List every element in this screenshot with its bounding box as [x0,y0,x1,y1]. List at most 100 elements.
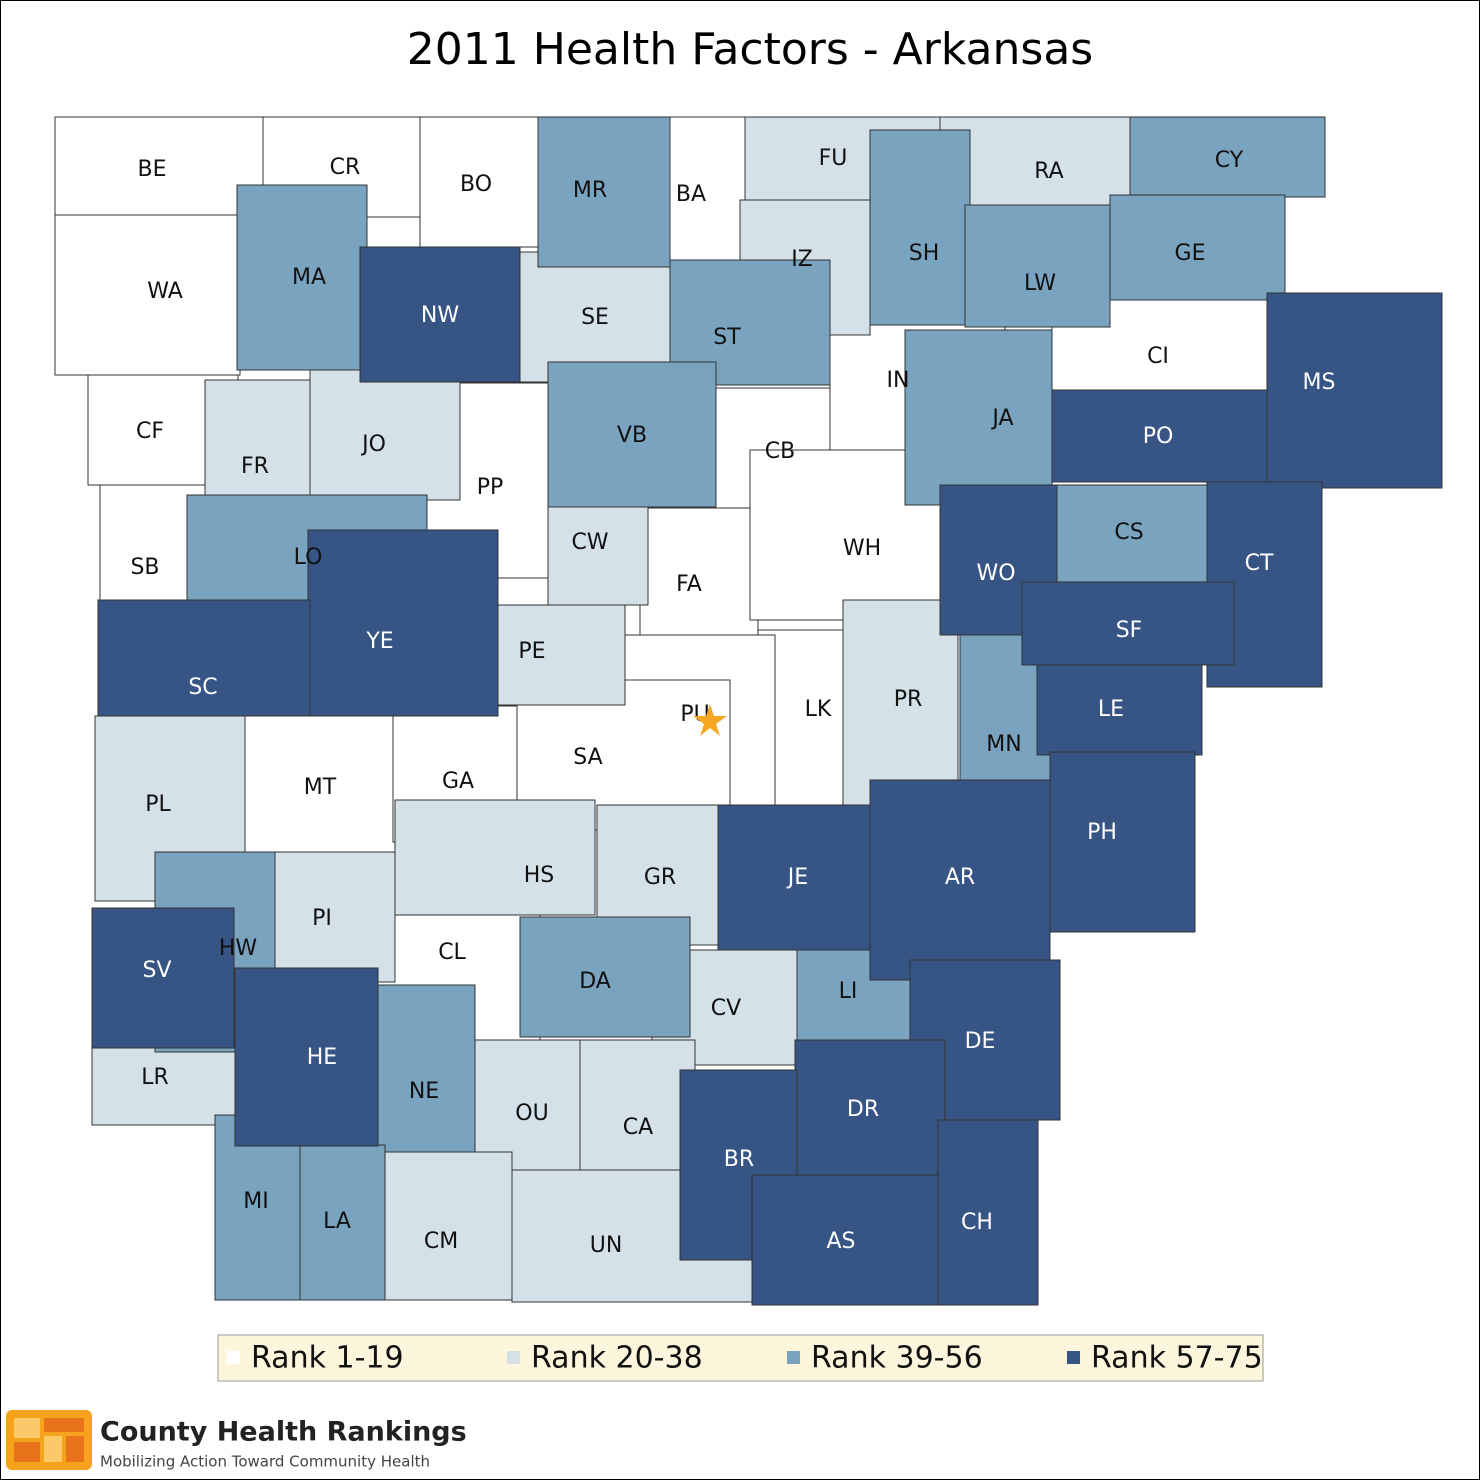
county-label: CS [1114,520,1143,545]
legend-swatch [507,1351,520,1364]
county-label: CB [765,439,795,464]
title: 2011 Health Factors - Arkansas [407,24,1093,75]
county-label: FU [819,146,848,171]
county-shape [842,599,959,806]
county-label: NE [409,1079,439,1104]
legend-swatch [227,1351,240,1364]
county-label: LW [1024,271,1056,296]
county-label: WA [147,279,183,304]
county-label: JO [360,432,386,457]
county-label: CW [571,530,608,555]
county-shape [964,204,1111,328]
county-label: JA [990,406,1013,431]
county-label: OU [515,1101,548,1126]
capital-star [693,704,727,736]
county-label: PE [518,639,545,664]
county-label: SV [142,958,171,983]
county-label: MS [1303,370,1336,395]
county-label: SC [188,675,217,700]
legend-swatch [787,1351,800,1364]
county-label: LK [805,697,832,722]
county-label: MI [243,1189,268,1214]
county-shape [751,1174,940,1306]
county-label: MR [573,178,607,203]
county-label: PL [145,792,171,817]
county-shape [717,804,871,951]
county-shape [1051,389,1268,483]
county-label: IN [887,368,910,393]
county-label: PH [1087,820,1117,845]
county-label: CR [330,155,361,180]
county-label: SB [130,555,159,580]
county-label: LE [1098,697,1124,722]
county-label: CH [961,1210,993,1235]
county-label: BA [676,182,706,207]
county-label: YE [365,629,393,654]
county-shape [299,1144,386,1301]
county-shape [309,369,461,501]
county-label: LO [294,545,323,570]
county-label: JE [786,865,808,890]
county-label: HW [219,936,258,961]
county-shape [904,329,1053,506]
county-shape [1109,194,1286,301]
county-label: SA [573,745,602,770]
county-label: MA [292,265,326,290]
legend: Rank 1-19 Rank 20-38 Rank 39-56 Rank 57-75 [227,1341,1263,1376]
county-label: NW [421,303,459,328]
county-shape [1049,751,1196,933]
county-shape [372,984,476,1153]
county-label: ST [713,325,741,350]
county-shape [371,1151,513,1301]
logo-tagline: Mobilizing Action Toward Community Healt… [100,1453,430,1471]
county-label: LI [839,979,858,1004]
county-label: AR [945,865,975,890]
county-shape [537,116,671,268]
county-shape [869,129,971,326]
county-shape [937,1119,1039,1306]
county-label: BE [138,157,167,182]
county-shape [236,184,368,371]
logo-name: County Health Rankings [100,1417,467,1448]
county-label: CF [136,419,164,444]
county-shape [97,599,311,717]
county-label: IZ [791,247,813,272]
county-label: VB [617,423,647,448]
county-label: UN [590,1233,623,1258]
county-label: LA [323,1209,351,1234]
county-shape [639,507,759,659]
county-label: HE [307,1045,337,1070]
county-label: PO [1143,424,1174,449]
county-shape [419,116,541,248]
legend-label: Rank 20-38 [531,1341,703,1376]
county-label: HS [524,863,555,888]
county-label: FR [241,454,269,479]
county-label: PI [312,906,332,931]
county-label: CA [623,1115,653,1140]
county-label: RA [1034,159,1063,184]
county-label: FA [676,572,702,597]
county-label: CI [1147,344,1169,369]
county-shape [244,715,396,857]
county-label: BR [724,1147,754,1172]
county-label: BO [460,172,492,197]
county-label: PR [894,687,923,712]
county-shape [1266,292,1443,489]
county-label: MN [986,732,1021,757]
county-label: SE [581,305,609,330]
county-label: CT [1245,551,1274,576]
legend-box [217,1334,1264,1382]
legend-label: Rank 1-19 [251,1341,404,1376]
county-label: CY [1215,148,1244,173]
county-label: SF [1116,618,1143,643]
county-shape [234,967,379,1147]
county-label: SH [909,241,940,266]
county-label: DE [965,1029,996,1054]
county-shape [794,1039,946,1178]
county-label: LR [141,1065,169,1090]
county-label: MT [304,775,337,800]
county-label: GR [644,865,676,890]
county-label: GA [442,769,474,794]
county-label: GE [1175,241,1206,266]
